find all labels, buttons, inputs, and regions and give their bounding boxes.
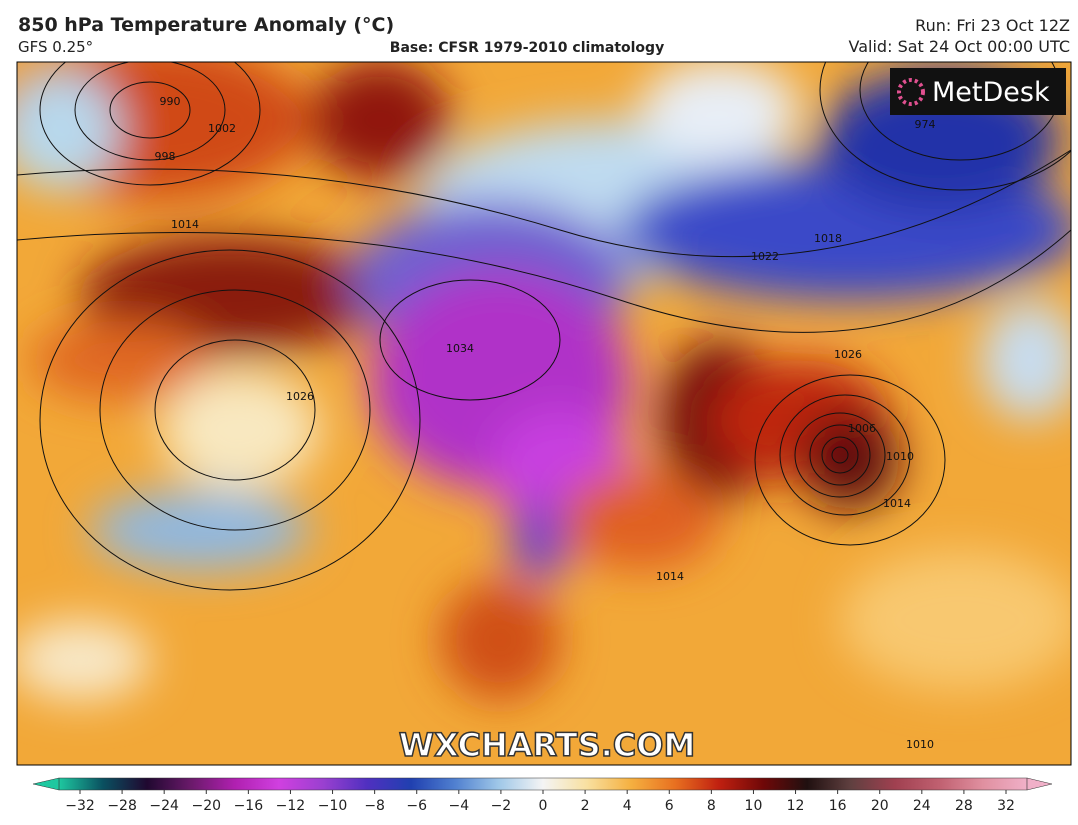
colorbar-tick-label: 0: [539, 798, 548, 814]
isobar-label: 974: [915, 118, 936, 131]
isobar-label: 990: [160, 95, 181, 108]
colorbar-tick-label: 4: [623, 798, 632, 814]
run: Run: Fri 23 Oct 12Z: [915, 16, 1070, 35]
map: [17, 62, 1071, 765]
valid: Valid: Sat 24 Oct 00:00 UTC: [849, 37, 1070, 56]
colorbar-tick-label: 32: [997, 798, 1015, 814]
colorbar-tick-label: −24: [149, 798, 179, 814]
isobar-labels: 990 998 1002 1014 1026 1034 1018 1022 1026 1006 10…: [155, 95, 936, 751]
colorbar-tick-label: 12: [787, 798, 805, 814]
logo-box: [890, 68, 1066, 115]
isobar-label: 1034: [446, 342, 474, 355]
colorbar-arrow-left: [32, 777, 60, 791]
colorbar-tick-label: −8: [364, 798, 385, 814]
colorbar-tick-label: 24: [913, 798, 931, 814]
colorbar-tick-label: 6: [665, 798, 674, 814]
colorbar: −32 −28 −24 −20 −16 −12 −10 −8 −6 −4 −2 0 2 4 6 8 10 12 16…: [32, 777, 1053, 814]
isobar-label: 1002: [208, 122, 236, 135]
colorbar-tick-label: −32: [65, 798, 95, 814]
isobar-label: 1014: [883, 497, 911, 510]
colorbar-tick-label: −12: [276, 798, 306, 814]
watermark: WXCHARTS.COM: [399, 726, 696, 764]
isobar-label: 998: [155, 150, 176, 163]
isobar-label: 1022: [751, 250, 779, 263]
colorbar-tick-label: 16: [829, 798, 847, 814]
isobar-label: 1026: [286, 390, 314, 403]
colorbar-tick-label: −20: [191, 798, 221, 814]
colorbar-tick-label: 8: [707, 798, 716, 814]
base: Base: CFSR 1979-2010 climatology: [390, 40, 664, 56]
colorbar-tick-label: −6: [406, 798, 427, 814]
map-frame: [16, 61, 1072, 766]
isobar-label: 1010: [906, 738, 934, 751]
colorbar-tick-label: 20: [871, 798, 889, 814]
colorbar-tick-label: −10: [318, 798, 348, 814]
colorbar-tick-label: −28: [107, 798, 137, 814]
logo-icon: [897, 78, 925, 106]
isobar-label: 1014: [656, 570, 684, 583]
isobar-label: 1010: [886, 450, 914, 463]
colorbar-tick-label: 2: [581, 798, 590, 814]
isobar-label: 1026: [834, 348, 862, 361]
colorbar-tick-label: −16: [234, 798, 264, 814]
isobar-label: 1018: [814, 232, 842, 245]
logo: MetDesk: [932, 77, 1050, 108]
model: GFS 0.25°: [18, 38, 93, 56]
colorbar-tick-label: −4: [448, 798, 469, 814]
isobar-label: 1014: [171, 218, 199, 231]
colorbar-bar: [58, 777, 1028, 791]
colorbar-arrow-right: [1026, 777, 1053, 791]
colorbar-tick-label: 10: [745, 798, 763, 814]
colorbar-tick-label: 28: [955, 798, 973, 814]
isobar-label: 1006: [848, 422, 876, 435]
colorbar-tick-label: −2: [491, 798, 512, 814]
title: 850 hPa Temperature Anomaly (°C): [18, 14, 394, 36]
